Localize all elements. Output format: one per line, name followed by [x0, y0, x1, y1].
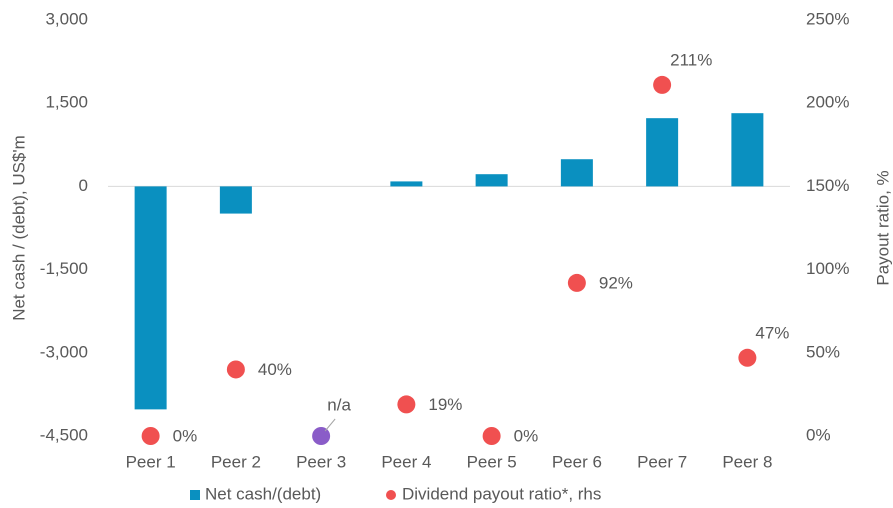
x-tick-label: Peer 6 [552, 452, 602, 471]
y-tick-label: 1,500 [45, 93, 88, 112]
bar [390, 181, 423, 187]
dot [567, 273, 586, 292]
x-tick-label: Peer 8 [722, 452, 772, 471]
value-label: 0% [173, 426, 198, 445]
x-tick-label: Peer 4 [381, 452, 431, 471]
x-tick-label: Peer 1 [126, 452, 176, 471]
na-marker [312, 427, 331, 445]
x-tick-label: Peer 3 [296, 452, 346, 471]
y2-axis-title: Payout ratio, % [873, 170, 892, 285]
legend-label: Net cash/(debt) [205, 484, 321, 503]
y2-tick-label: 0% [806, 425, 831, 444]
x-tick-label: Peer 2 [211, 452, 261, 471]
value-label: 0% [514, 426, 539, 445]
dot [738, 348, 757, 367]
x-tick-label: Peer 5 [467, 452, 517, 471]
value-label: 40% [258, 360, 292, 379]
value-label: 47% [755, 323, 789, 342]
value-label: 19% [428, 395, 462, 414]
y2-tick-label: 200% [806, 93, 849, 112]
bar [475, 174, 508, 187]
dot [141, 427, 160, 445]
y2-tick-label: 250% [806, 9, 849, 28]
y-tick-label: -1,500 [40, 259, 88, 278]
y-axis-title: Net cash / (debt), US$'m [9, 135, 28, 321]
x-tick-label: Peer 7 [637, 452, 687, 471]
y-tick-label: 0 [79, 176, 88, 195]
leader-line [324, 418, 336, 432]
value-label: 92% [599, 273, 633, 292]
bar [646, 118, 679, 187]
y2-tick-label: 150% [806, 176, 849, 195]
dot [226, 360, 245, 379]
y-tick-label: -4,500 [40, 425, 88, 444]
value-label: 211% [670, 50, 712, 69]
legend-swatch [386, 490, 396, 500]
legend-label: Dividend payout ratio*, rhs [402, 484, 601, 503]
y-tick-label: -3,000 [40, 342, 88, 361]
y2-tick-label: 100% [806, 259, 849, 278]
y-tick-label: 3,000 [45, 9, 88, 28]
value-label: n/a [327, 395, 351, 414]
dot [482, 427, 501, 445]
dot [397, 395, 416, 414]
y2-tick-label: 50% [806, 342, 840, 361]
legend-swatch [190, 490, 200, 500]
dot [653, 75, 672, 94]
bar [219, 186, 252, 214]
bar [134, 186, 167, 410]
bar [560, 159, 593, 187]
bar [731, 113, 764, 187]
